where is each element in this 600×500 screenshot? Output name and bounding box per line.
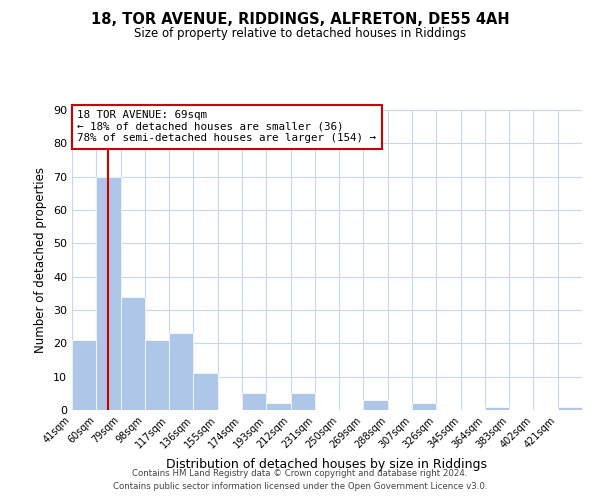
Text: 18, TOR AVENUE, RIDDINGS, ALFRETON, DE55 4AH: 18, TOR AVENUE, RIDDINGS, ALFRETON, DE55… xyxy=(91,12,509,28)
Bar xyxy=(266,404,290,410)
Bar xyxy=(193,374,218,410)
Y-axis label: Number of detached properties: Number of detached properties xyxy=(34,167,47,353)
Bar xyxy=(72,340,96,410)
Bar xyxy=(364,400,388,410)
Bar xyxy=(412,404,436,410)
Bar xyxy=(169,334,193,410)
Bar xyxy=(558,406,582,410)
Text: 18 TOR AVENUE: 69sqm
← 18% of detached houses are smaller (36)
78% of semi-detac: 18 TOR AVENUE: 69sqm ← 18% of detached h… xyxy=(77,110,376,143)
Text: Contains HM Land Registry data © Crown copyright and database right 2024.: Contains HM Land Registry data © Crown c… xyxy=(132,468,468,477)
Text: Size of property relative to detached houses in Riddings: Size of property relative to detached ho… xyxy=(134,28,466,40)
Bar xyxy=(485,406,509,410)
X-axis label: Distribution of detached houses by size in Riddings: Distribution of detached houses by size … xyxy=(167,458,487,471)
Bar xyxy=(121,296,145,410)
Bar xyxy=(290,394,315,410)
Bar xyxy=(145,340,169,410)
Bar xyxy=(242,394,266,410)
Bar xyxy=(96,176,121,410)
Text: Contains public sector information licensed under the Open Government Licence v3: Contains public sector information licen… xyxy=(113,482,487,491)
